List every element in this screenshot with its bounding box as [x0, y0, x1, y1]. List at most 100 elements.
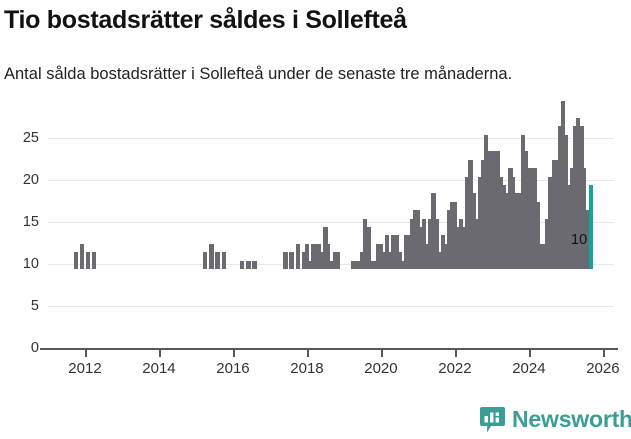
bar — [499, 176, 504, 269]
bar — [566, 185, 571, 269]
bar — [502, 185, 507, 269]
bar — [360, 252, 365, 269]
bar — [582, 168, 587, 269]
bar — [307, 260, 312, 269]
newsworthy-logo[interactable]: Newsworthy — [480, 406, 631, 433]
bar — [366, 227, 371, 269]
bar — [492, 151, 497, 269]
bar — [363, 218, 368, 269]
bar — [391, 235, 396, 269]
bar — [301, 252, 307, 269]
bar — [311, 243, 316, 269]
bar — [483, 134, 488, 269]
bar — [526, 168, 531, 269]
bar — [459, 218, 464, 269]
x-axis-line — [40, 348, 618, 350]
bar — [246, 260, 251, 269]
bar — [462, 227, 467, 269]
gridline — [48, 138, 614, 139]
bar — [304, 243, 310, 269]
bar — [92, 252, 97, 269]
x-axis-tick — [232, 350, 235, 357]
bar — [465, 176, 470, 269]
bar — [335, 252, 340, 269]
bar — [520, 134, 525, 269]
bar — [372, 260, 377, 269]
bar — [545, 218, 550, 269]
bar — [557, 126, 562, 269]
bar — [351, 260, 356, 269]
x-axis-tick-label: 2012 — [68, 360, 102, 377]
bar — [397, 252, 402, 269]
x-axis-tick-label: 2024 — [512, 360, 546, 377]
x-axis-tick-label: 2022 — [438, 360, 472, 377]
bar — [496, 151, 501, 269]
y-axis-tick-label: 10 — [22, 256, 39, 272]
bar — [203, 252, 208, 269]
bar — [570, 168, 575, 269]
bar — [403, 235, 408, 269]
bar-chart-bubble-icon — [480, 406, 505, 433]
bar — [369, 260, 374, 269]
bar — [505, 193, 510, 269]
bar — [539, 243, 544, 269]
bar — [252, 260, 257, 269]
x-axis-tick — [380, 350, 383, 357]
bar — [295, 243, 300, 269]
gridline — [48, 180, 614, 181]
logo-text: Newsworthy — [512, 406, 631, 432]
bar — [474, 218, 479, 269]
bar — [388, 252, 393, 269]
bar — [323, 227, 328, 269]
bar — [329, 260, 334, 269]
bar — [434, 218, 439, 269]
x-axis-tick-label: 2018 — [290, 360, 324, 377]
gridline — [48, 306, 614, 307]
bar — [314, 243, 319, 269]
bar — [375, 243, 381, 269]
bar-series — [73, 101, 593, 269]
x-axis-tick — [158, 350, 161, 357]
bar — [579, 126, 584, 269]
x-axis-tick — [454, 350, 457, 357]
x-axis-tick — [306, 350, 309, 357]
bar — [385, 235, 390, 269]
bar — [415, 210, 421, 269]
x-axis-tick-label: 2016 — [216, 360, 250, 377]
x-axis-tick — [84, 350, 87, 357]
chart-subtitle: Antal sålda bostadsrätter i Sollefteå un… — [4, 65, 513, 83]
bar — [289, 252, 294, 269]
bar — [529, 168, 534, 269]
bar — [326, 243, 331, 269]
last-value-annotation: 10 — [571, 232, 588, 248]
bar — [560, 101, 566, 269]
bar — [354, 260, 359, 269]
bar — [240, 260, 245, 269]
x-axis-tick-label: 2026 — [586, 360, 620, 377]
bar — [480, 159, 485, 269]
bar — [79, 243, 85, 269]
bar — [452, 201, 457, 269]
y-axis-tick-label: 0 — [30, 340, 39, 356]
x-axis-tick — [528, 350, 531, 357]
bar — [357, 260, 362, 269]
bar — [422, 218, 427, 269]
y-axis-tick-label: 5 — [30, 298, 39, 314]
gridline — [48, 222, 614, 223]
bar — [542, 243, 547, 269]
y-axis-tick-label: 25 — [22, 130, 39, 146]
bar — [508, 168, 513, 269]
bar — [425, 243, 430, 269]
bar — [548, 176, 553, 269]
bar — [400, 260, 405, 269]
bar — [412, 210, 418, 269]
bar — [73, 252, 78, 269]
bar — [317, 243, 322, 269]
page-title: Tio bostadsrätter såldes i Sollefteå — [4, 6, 407, 34]
bar — [437, 252, 442, 269]
bar — [394, 235, 399, 269]
bar — [215, 252, 220, 269]
bar — [511, 176, 516, 269]
bar — [523, 151, 529, 269]
bar — [221, 252, 226, 269]
